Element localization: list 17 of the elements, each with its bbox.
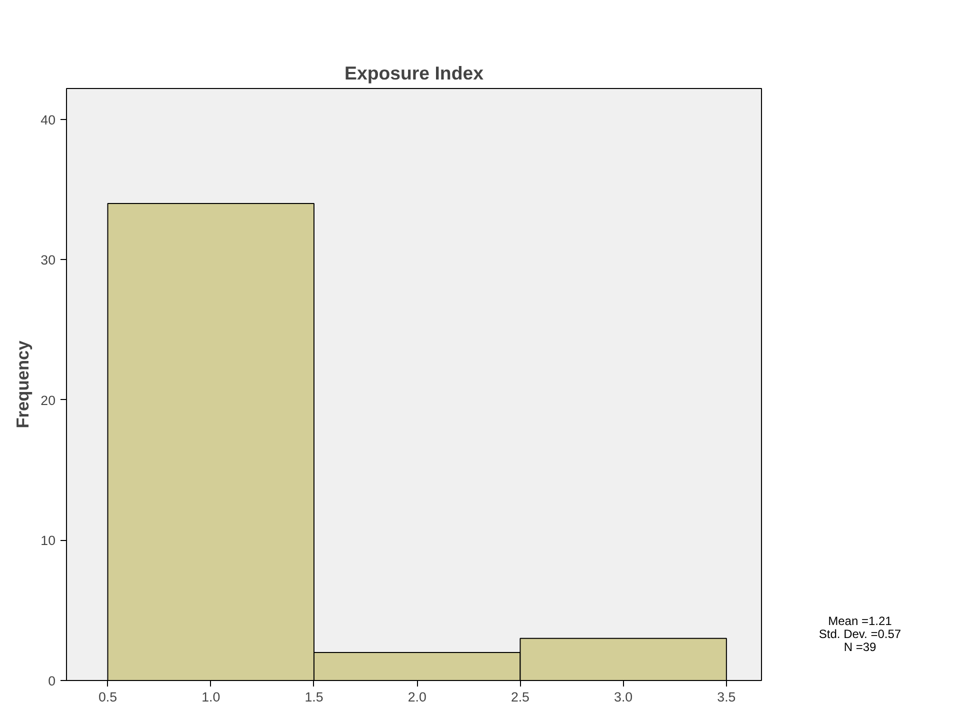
y-axis-title: Frequency [12,340,33,428]
y-tick-label: 20 [40,392,56,408]
y-tick-label: 40 [40,112,56,128]
text: Std. Dev. =0.57 [818,627,902,641]
x-tick-label: 2.0 [408,690,426,704]
x-tick-label: 2.5 [510,690,530,704]
x-tick-label: 3.5 [717,690,736,704]
y-tick-label: 30 [40,252,56,268]
y-tick-label: 0 [48,674,56,688]
text: Mean =1.21 [827,614,893,628]
x-tick-label: 1.5 [304,690,324,704]
x-tick-label: 1.0 [202,690,220,704]
x-tick-label: 0.5 [98,690,118,704]
chart-title: Exposure Index [344,62,484,84]
y-tick-label: 10 [40,533,56,548]
x-tick-label: 3.0 [614,690,633,704]
text: N =39 [842,640,878,654]
